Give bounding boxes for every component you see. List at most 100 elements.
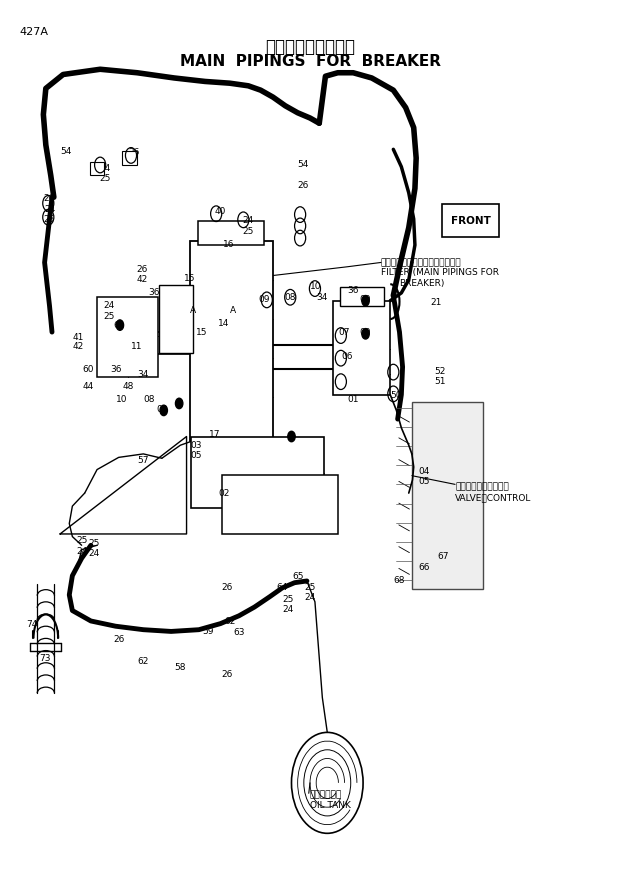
Text: 25: 25 xyxy=(99,175,111,183)
Text: 17: 17 xyxy=(208,430,220,439)
FancyArrowPatch shape xyxy=(399,481,409,487)
Bar xyxy=(90,162,104,175)
FancyArrowPatch shape xyxy=(399,546,409,553)
Text: 03: 03 xyxy=(190,441,202,450)
Text: 57: 57 xyxy=(138,457,149,465)
Text: 26: 26 xyxy=(136,265,148,274)
Text: VALVE：CONTROL: VALVE：CONTROL xyxy=(455,493,531,502)
Text: 42: 42 xyxy=(73,342,84,351)
Bar xyxy=(97,298,157,377)
Text: オイルタンク: オイルタンク xyxy=(310,791,342,800)
Text: 54: 54 xyxy=(297,161,308,169)
Bar xyxy=(190,241,273,441)
Text: FILTER (MAIN PIPINGS FOR: FILTER (MAIN PIPINGS FOR xyxy=(381,268,499,278)
Circle shape xyxy=(362,328,370,339)
Text: ブレーカ用本体配管: ブレーカ用本体配管 xyxy=(265,38,355,56)
FancyBboxPatch shape xyxy=(442,204,499,237)
Text: フィルタ（ブレーカ用本体配管）: フィルタ（ブレーカ用本体配管） xyxy=(381,258,462,267)
Text: 44: 44 xyxy=(82,382,94,390)
FancyArrowPatch shape xyxy=(399,438,409,443)
Text: 26: 26 xyxy=(297,182,308,190)
Text: 01: 01 xyxy=(347,395,359,403)
FancyArrowPatch shape xyxy=(399,503,409,509)
Text: A: A xyxy=(230,306,236,315)
Text: 26: 26 xyxy=(221,582,232,592)
Text: 41: 41 xyxy=(73,333,84,342)
Bar xyxy=(412,402,483,588)
Text: 26: 26 xyxy=(128,148,140,157)
Text: 26: 26 xyxy=(221,670,232,679)
Text: 07: 07 xyxy=(338,328,350,338)
Text: 42: 42 xyxy=(136,275,148,285)
Text: OIL TANK: OIL TANK xyxy=(310,801,351,810)
FancyArrowPatch shape xyxy=(399,416,409,422)
Text: 50: 50 xyxy=(391,391,402,400)
Text: 68: 68 xyxy=(394,575,405,585)
Text: 08: 08 xyxy=(144,395,155,404)
Text: 09: 09 xyxy=(258,295,270,305)
Text: 16: 16 xyxy=(223,240,234,249)
Text: A: A xyxy=(190,306,196,315)
Text: 05: 05 xyxy=(190,451,202,460)
Text: 25: 25 xyxy=(88,539,100,548)
Text: 24: 24 xyxy=(104,301,115,311)
Text: 36: 36 xyxy=(110,365,122,374)
Text: 24: 24 xyxy=(88,549,100,559)
Bar xyxy=(198,438,264,463)
Text: MAIN  PIPINGS  FOR  BREAKER: MAIN PIPINGS FOR BREAKER xyxy=(180,53,440,69)
Text: 52: 52 xyxy=(434,367,445,375)
Circle shape xyxy=(160,405,167,416)
Text: 64: 64 xyxy=(277,582,288,592)
Text: 25: 25 xyxy=(44,216,55,224)
Text: 73: 73 xyxy=(39,654,50,663)
Text: 427A: 427A xyxy=(20,27,49,38)
Text: 54: 54 xyxy=(61,148,72,156)
Text: 11: 11 xyxy=(131,342,143,351)
Bar xyxy=(192,436,324,508)
Circle shape xyxy=(288,431,295,442)
Bar xyxy=(340,287,384,306)
Text: 34: 34 xyxy=(138,370,149,379)
Circle shape xyxy=(175,398,183,409)
Bar xyxy=(223,475,339,534)
Text: 51: 51 xyxy=(434,377,445,386)
Text: 36: 36 xyxy=(149,288,160,298)
Text: 25: 25 xyxy=(76,536,87,546)
Text: 24: 24 xyxy=(304,593,316,602)
Bar xyxy=(159,285,193,353)
Text: 06: 06 xyxy=(341,352,353,361)
Text: 24: 24 xyxy=(242,217,254,225)
FancyArrowPatch shape xyxy=(399,459,409,465)
Text: 26: 26 xyxy=(113,635,125,643)
Text: 24: 24 xyxy=(76,546,87,556)
Text: 40: 40 xyxy=(215,208,226,217)
FancyArrowPatch shape xyxy=(399,525,409,531)
Text: 66: 66 xyxy=(418,562,430,572)
Text: 59: 59 xyxy=(202,627,214,636)
Text: 08: 08 xyxy=(285,292,296,302)
Text: 63: 63 xyxy=(233,628,245,636)
Text: 21: 21 xyxy=(431,298,442,307)
Text: 26: 26 xyxy=(44,195,55,203)
Text: 04: 04 xyxy=(418,467,430,476)
Text: 36: 36 xyxy=(347,285,359,295)
Text: 09: 09 xyxy=(156,405,167,414)
Text: 24: 24 xyxy=(44,205,55,214)
Text: 15: 15 xyxy=(197,328,208,338)
Text: 14: 14 xyxy=(218,319,229,328)
Bar xyxy=(122,151,137,165)
Text: 62: 62 xyxy=(138,656,149,665)
Text: 25: 25 xyxy=(104,312,115,321)
Text: 24: 24 xyxy=(283,605,294,615)
Text: 67: 67 xyxy=(437,552,448,561)
Text: 58: 58 xyxy=(175,663,186,671)
FancyArrowPatch shape xyxy=(399,568,409,574)
Text: 10: 10 xyxy=(311,282,322,292)
Text: 65: 65 xyxy=(292,572,303,581)
Text: 09: 09 xyxy=(360,295,371,305)
Circle shape xyxy=(362,296,370,306)
Text: BREAKER): BREAKER) xyxy=(399,278,445,288)
Text: 25: 25 xyxy=(283,595,294,604)
Bar xyxy=(334,300,390,395)
Text: 24: 24 xyxy=(99,164,111,173)
